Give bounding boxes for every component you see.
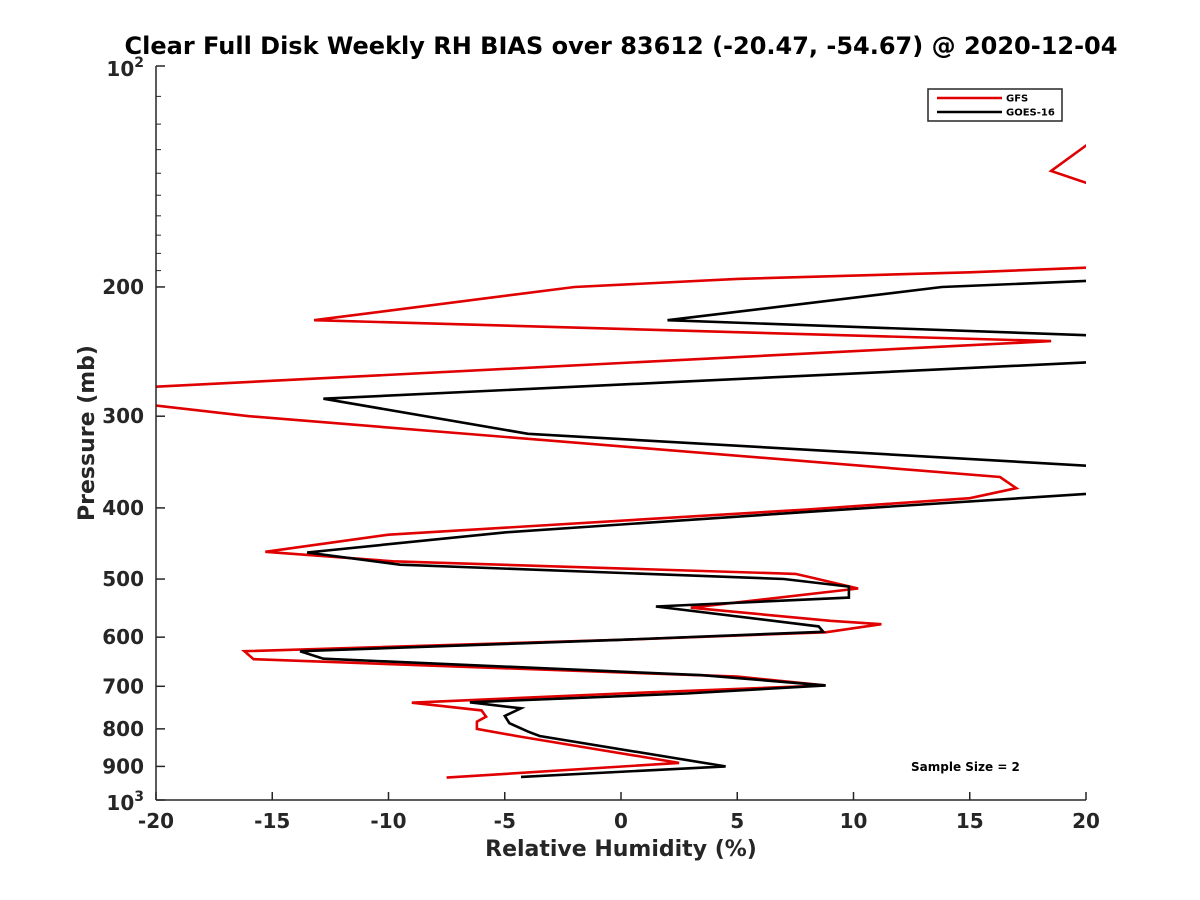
legend-label-gfs: GFS (1006, 94, 1028, 105)
y-tick-label: 500 (102, 567, 144, 591)
x-tick-label: 15 (956, 809, 984, 833)
x-ticks: -20 -15 -10 -5 0 5 10 15 20 (138, 792, 1100, 833)
y-ticks: 200 300 400 500 600 700 800 900 (102, 65, 165, 801)
y-tick-label: 200 (102, 275, 144, 299)
series-line-gfs (156, 143, 1086, 779)
x-tick-label: -15 (254, 809, 290, 833)
x-tick-label: -10 (370, 809, 406, 833)
x-axis-label: Relative Humidity (%) (485, 837, 757, 862)
x-tick-label: -20 (138, 809, 174, 833)
y-bottom-exp: 3 (134, 789, 144, 805)
y-top-exp: 2 (134, 55, 144, 71)
y-tick-label: 800 (102, 717, 144, 741)
legend: GFS GOES-16 (927, 88, 1063, 122)
y-tick-label: 600 (102, 625, 144, 649)
y-tick-label-top: 102 (106, 55, 144, 81)
y-tick-label: 300 (102, 404, 144, 428)
sample-size-annotation: Sample Size = 2 (911, 760, 1020, 774)
x-tick-label: 10 (840, 809, 868, 833)
x-tick-label: 5 (730, 809, 744, 833)
plot-area (156, 66, 1086, 800)
legend-box (927, 88, 1063, 122)
y-bottom-base: 10 (106, 791, 134, 815)
y-top-base: 10 (106, 57, 134, 81)
series-layer (156, 143, 1086, 779)
legend-label-goes16: GOES-16 (1006, 108, 1055, 119)
y-tick-label: 400 (102, 496, 144, 520)
y-tick-label: 700 (102, 674, 144, 698)
x-tick-label: -5 (494, 809, 516, 833)
y-tick-label: 900 (102, 754, 144, 778)
x-tick-label: 20 (1072, 809, 1100, 833)
y-axis-label: Pressure (mb) (75, 345, 100, 521)
chart-title: Clear Full Disk Weekly RH BIAS over 8361… (125, 32, 1118, 60)
x-tick-label: 0 (614, 809, 628, 833)
y-tick-label-bottom: 103 (106, 789, 144, 815)
series-line-goes16 (299, 279, 1086, 779)
